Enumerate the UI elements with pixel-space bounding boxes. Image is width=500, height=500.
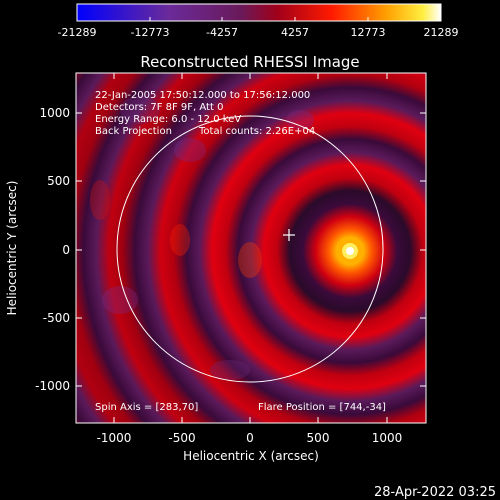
x-tick-label: 500	[307, 431, 330, 445]
y-tick-label: -1000	[35, 379, 70, 393]
y-tick-label: 1000	[39, 106, 70, 120]
info-method: Back Projection	[95, 126, 172, 137]
x-axis-label: Heliocentric X (arcsec)	[183, 449, 319, 463]
colorbar-ticks	[76, 17, 442, 21]
rhessi-image	[76, 73, 426, 423]
info-detectors: Detectors: 7F 8F 9F, Att 0	[95, 102, 223, 113]
y-tick-label: -500	[43, 311, 70, 325]
x-tick-label: -500	[168, 431, 195, 445]
spin-axis-label: Spin Axis = [283,70]	[95, 402, 198, 413]
x-tick-label: 0	[246, 431, 254, 445]
solar-limb	[116, 115, 384, 383]
colorbar-tick-label: 21289	[424, 26, 459, 39]
colorbar-tick-label: -12773	[131, 26, 170, 39]
flare-position-label: Flare Position = [744,-34]	[258, 402, 386, 413]
info-time-range: 22-Jan-2005 17:50:12.000 to 17:56:12.000	[95, 90, 310, 101]
timestamp: 28-Apr-2022 03:25	[374, 485, 496, 500]
info-total-counts: Total counts: 2.26E+04	[198, 126, 315, 137]
plot-title: Reconstructed RHESSI Image	[140, 53, 359, 71]
colorbar-tick-label: 4257	[281, 26, 309, 39]
plot-frame	[75, 72, 427, 424]
x-tick-label: -1000	[97, 431, 132, 445]
y-axis-label: Heliocentric Y (arcsec)	[5, 181, 19, 316]
spin-axis-marker	[283, 229, 295, 241]
x-axis-ticks	[113, 73, 388, 423]
x-tick-label: 1000	[372, 431, 403, 445]
y-tick-label: 0	[62, 243, 70, 257]
y-tick-label: 500	[47, 174, 70, 188]
colorbar-tick-label: -4257	[206, 26, 238, 39]
y-axis-ticks	[76, 112, 426, 387]
colorbar-tick-label: -21289	[58, 26, 97, 39]
info-energy-range: Energy Range: 6.0 - 12.0 keV	[95, 114, 241, 125]
colorbar	[76, 3, 442, 22]
colorbar-tick-label: 12773	[351, 26, 386, 39]
